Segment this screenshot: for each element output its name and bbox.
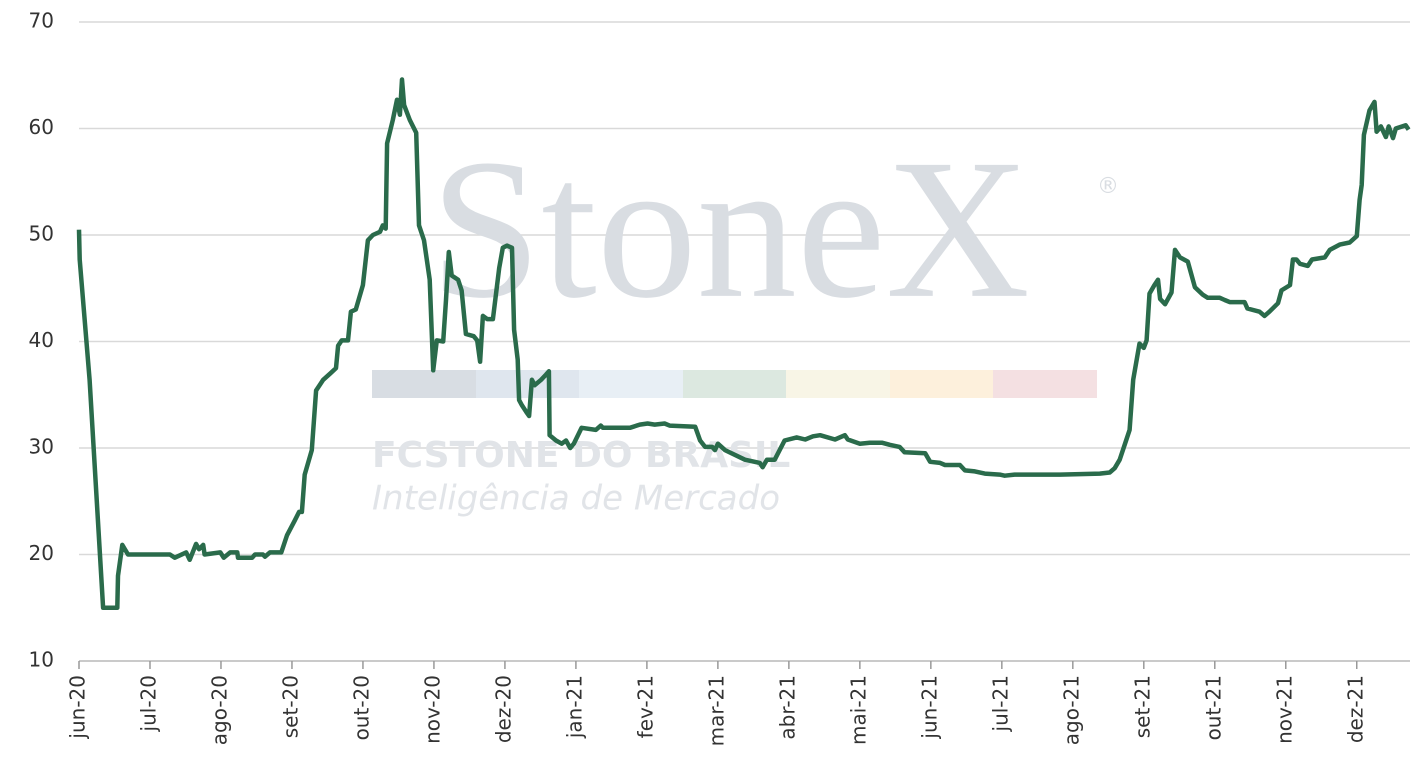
line-series (76, 77, 1411, 611)
y-tick-label: 20 (29, 541, 54, 565)
x-tick-label: jan-21 (562, 675, 586, 739)
color-strip (683, 370, 786, 398)
watermark-mark: ® (1097, 174, 1119, 199)
watermark-tagline: Inteligência de Mercado (372, 479, 780, 519)
x-tick-label: nov-21 (1272, 675, 1296, 744)
watermark-logo: StoneX (430, 119, 1030, 340)
x-tick-label: mar-21 (704, 675, 728, 746)
x-tick-label: ago-21 (1059, 675, 1083, 745)
x-tick-label: nov-20 (420, 675, 444, 744)
x-tick-label: abr-21 (775, 675, 799, 740)
color-strip (579, 370, 683, 398)
y-tick-label: 70 (29, 9, 54, 33)
watermark: StoneX ® FCSTONE DO BRASIL Inteligência … (372, 119, 1119, 519)
x-tick-label: out-20 (349, 675, 373, 740)
grid (79, 21, 1410, 662)
x-tick-label: fev-21 (633, 675, 657, 738)
color-strip (993, 370, 1097, 398)
x-tick-label: jun-20 (66, 675, 90, 740)
x-tick-label: out-21 (1201, 675, 1225, 740)
y-tick-label: 40 (29, 328, 54, 352)
color-strip (890, 370, 993, 398)
y-tick-label: 60 (29, 115, 54, 139)
x-tick-label: dez-21 (1343, 675, 1367, 743)
x-tick-label: mai-21 (846, 675, 870, 745)
y-tick-label: 10 (29, 648, 54, 672)
y-tick-label: 30 (29, 435, 54, 459)
x-tick-label: set-21 (1130, 675, 1154, 738)
x-tick-label: set-20 (278, 675, 302, 738)
color-strip (476, 370, 579, 398)
x-tick-label: jun-21 (917, 675, 941, 740)
watermark-company: FCSTONE DO BRASIL (372, 435, 790, 476)
x-tick-label: ago-20 (207, 675, 231, 745)
x-tick-label: jul-20 (136, 675, 160, 732)
color-strip (372, 370, 476, 398)
y-tick-label: 50 (29, 222, 54, 246)
x-tick-label: dez-20 (491, 675, 515, 743)
color-strip (786, 370, 890, 398)
x-tick-label: jul-21 (988, 675, 1012, 732)
